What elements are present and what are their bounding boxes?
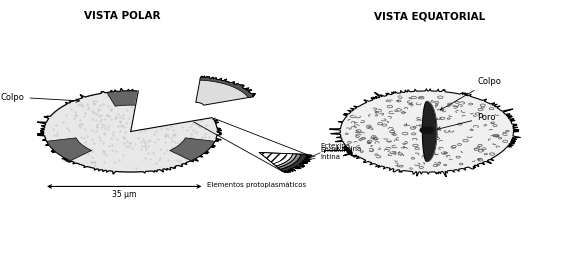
Text: 35 μm: 35 μm: [112, 190, 137, 199]
Text: VISTA EQUATORIAL: VISTA EQUATORIAL: [374, 11, 485, 21]
Text: Colpo: Colpo: [1, 93, 79, 102]
Text: Exina: Exina: [342, 145, 361, 151]
Text: Ectexina: Ectexina: [301, 143, 351, 162]
Polygon shape: [276, 154, 297, 168]
Text: Elementos protoplasmáticos: Elementos protoplasmáticos: [207, 181, 306, 188]
Polygon shape: [200, 76, 255, 98]
Polygon shape: [170, 138, 215, 161]
Polygon shape: [273, 154, 293, 166]
Polygon shape: [131, 87, 220, 132]
Polygon shape: [280, 154, 312, 173]
Polygon shape: [259, 153, 287, 164]
Polygon shape: [422, 102, 437, 161]
Polygon shape: [47, 138, 92, 161]
Polygon shape: [329, 89, 520, 176]
Text: Endexina: Endexina: [297, 147, 353, 161]
Circle shape: [420, 127, 433, 133]
Text: VISTA POLAR: VISTA POLAR: [84, 11, 161, 21]
Polygon shape: [196, 76, 255, 105]
Polygon shape: [278, 154, 301, 169]
Text: Colpo: Colpo: [440, 77, 501, 110]
Text: Intina: Intina: [294, 154, 340, 162]
Polygon shape: [107, 91, 155, 106]
Text: Poro: Poro: [437, 113, 496, 130]
Polygon shape: [37, 89, 221, 174]
